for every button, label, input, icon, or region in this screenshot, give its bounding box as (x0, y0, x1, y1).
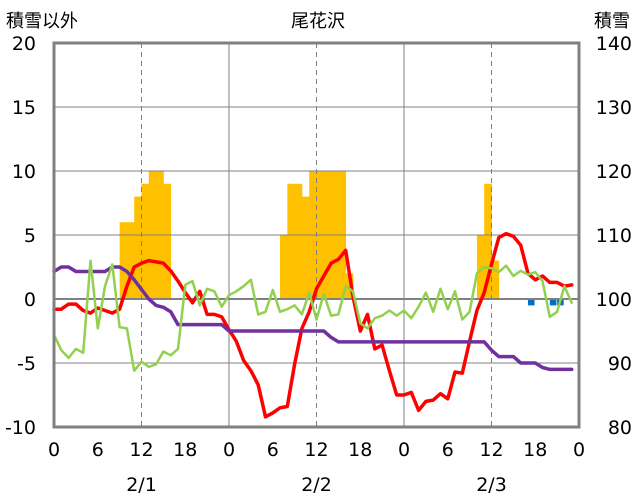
precip-bar (287, 183, 296, 299)
right-tick-label: 120 (596, 161, 632, 183)
precip-bar (163, 183, 172, 299)
date-label: 2/3 (476, 474, 507, 496)
precip-bar (476, 235, 485, 299)
label-layer: 積雪以外 尾花沢 積雪 20151050-5-10140130120110100… (5, 11, 632, 496)
right-tick-label: 130 (596, 97, 632, 119)
x-tick-label: 0 (398, 439, 410, 461)
left-tick-label: 15 (12, 97, 36, 119)
left-tick-label: 10 (12, 161, 36, 183)
left-tick-label: -5 (17, 353, 36, 375)
grid-layer (54, 43, 579, 427)
precip-bar (134, 196, 142, 299)
precip-bar (280, 235, 288, 299)
wind-bar (549, 299, 557, 306)
precip-bar (119, 222, 128, 299)
left-tick-label: 0 (24, 289, 36, 311)
left-tick-label: 5 (24, 225, 36, 247)
x-tick-label: 6 (267, 439, 279, 461)
precip-bar (141, 183, 150, 299)
chart-title: 尾花沢 (291, 11, 345, 32)
x-tick-label: 12 (479, 439, 503, 461)
date-label: 2/1 (126, 474, 157, 496)
x-tick-label: 18 (348, 439, 372, 461)
x-tick-label: 12 (304, 439, 328, 461)
left-tick-label: -10 (5, 417, 36, 439)
humidity-line (52, 259, 573, 372)
right-tick-label: 140 (596, 33, 632, 55)
plot-frame (52, 41, 581, 429)
right-tick-label: 100 (596, 289, 632, 311)
right-tick-label: 110 (596, 225, 632, 247)
precip-bar (484, 183, 492, 299)
right-tick-label: 80 (608, 417, 632, 439)
line-layer (52, 231, 574, 419)
precip-bar (294, 183, 303, 299)
right-axis-title: 積雪 (594, 11, 630, 32)
x-tick-label: 6 (442, 439, 454, 461)
x-tick-label: 0 (48, 439, 60, 461)
x-tick-label: 12 (129, 439, 153, 461)
left-tick-label: 20 (12, 33, 36, 55)
wind-bar (527, 299, 535, 306)
snow_depth-line (52, 265, 574, 372)
x-tick-label: 6 (92, 439, 104, 461)
plot-border (52, 41, 581, 429)
x-tick-label: 18 (173, 439, 197, 461)
temperature-line (52, 231, 574, 419)
x-tick-label: 0 (573, 439, 585, 461)
precip-bar (301, 196, 310, 299)
x-tick-label: 18 (523, 439, 547, 461)
x-tick-label: 0 (223, 439, 235, 461)
precip-bar (126, 222, 135, 299)
precip-bar (491, 260, 500, 299)
precip-bar (345, 273, 354, 299)
date-label: 2/2 (301, 474, 332, 496)
right-tick-label: 90 (608, 353, 632, 375)
left-axis-title: 積雪以外 (6, 11, 78, 32)
